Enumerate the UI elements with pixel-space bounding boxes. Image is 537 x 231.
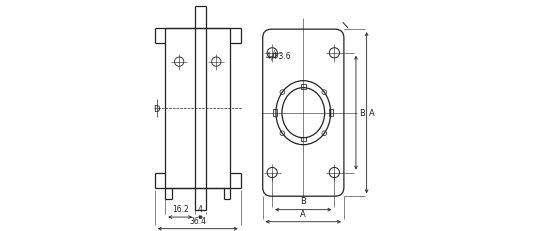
Text: 36.4: 36.4 [189, 216, 206, 225]
Bar [301, 137, 306, 141]
Text: 4-Φ3.6: 4-Φ3.6 [266, 52, 292, 61]
Text: D: D [153, 104, 159, 113]
Text: B: B [300, 197, 306, 206]
Bar [273, 110, 277, 117]
Text: 16.2: 16.2 [172, 204, 188, 213]
Text: 4: 4 [198, 204, 203, 213]
Text: B: B [359, 109, 365, 118]
Text: A: A [369, 109, 375, 118]
Bar [329, 110, 333, 117]
Text: A: A [300, 209, 306, 218]
Bar [301, 85, 306, 89]
